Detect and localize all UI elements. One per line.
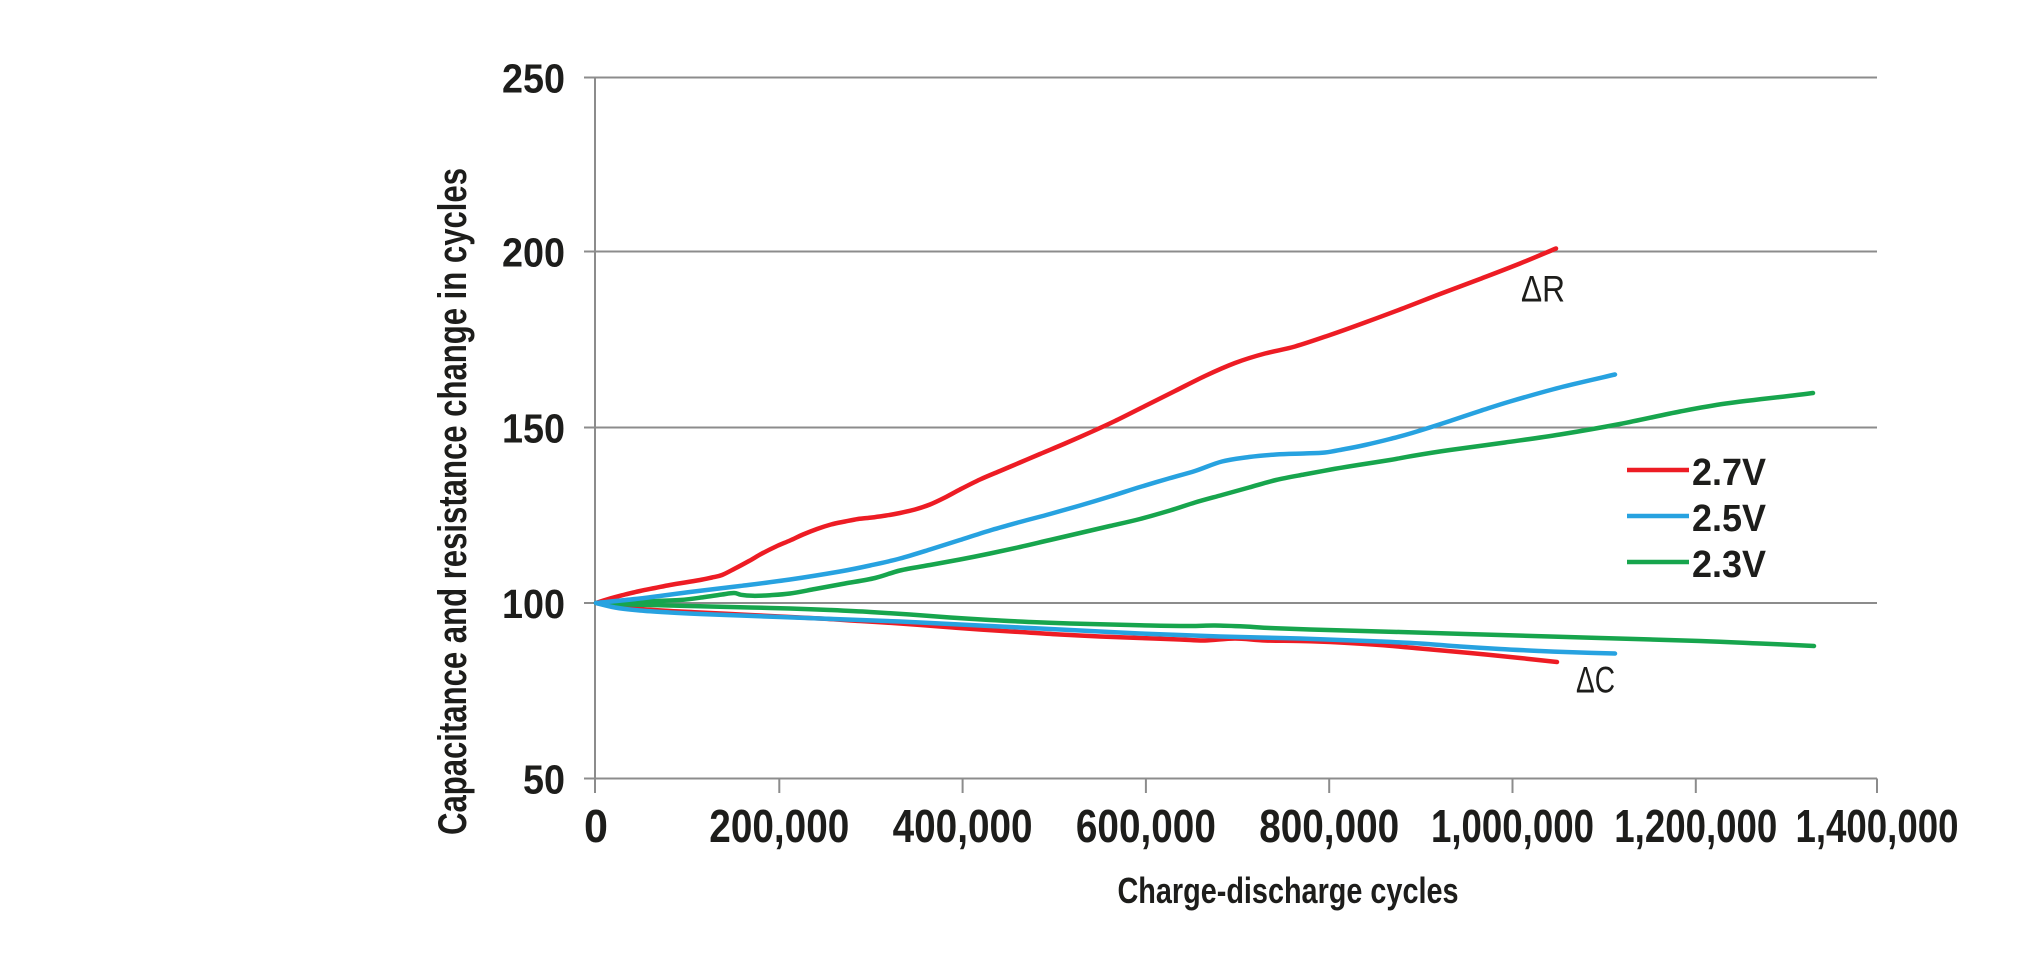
svg-text:Capacitance and resistance cha: Capacitance and resistance change in cyc… bbox=[431, 168, 475, 835]
svg-text:200: 200 bbox=[502, 230, 565, 276]
svg-text:100: 100 bbox=[502, 581, 565, 627]
svg-text:800,000: 800,000 bbox=[1259, 800, 1399, 852]
svg-text:Charge-discharge cycles: Charge-discharge cycles bbox=[1118, 870, 1459, 911]
svg-text:600,000: 600,000 bbox=[1076, 800, 1216, 852]
svg-text:2.3V: 2.3V bbox=[1692, 544, 1767, 586]
svg-text:1,000,000: 1,000,000 bbox=[1431, 800, 1594, 852]
svg-text:0: 0 bbox=[584, 800, 608, 852]
svg-text:ΔC: ΔC bbox=[1576, 660, 1615, 701]
svg-text:250: 250 bbox=[502, 56, 565, 102]
svg-text:1,400,000: 1,400,000 bbox=[1796, 800, 1959, 852]
svg-text:2.7V: 2.7V bbox=[1692, 452, 1767, 494]
svg-text:ΔR: ΔR bbox=[1521, 269, 1565, 310]
svg-text:400,000: 400,000 bbox=[893, 800, 1033, 852]
svg-text:50: 50 bbox=[523, 757, 565, 803]
svg-text:200,000: 200,000 bbox=[709, 800, 849, 852]
svg-text:2.5V: 2.5V bbox=[1692, 498, 1767, 540]
svg-text:1,200,000: 1,200,000 bbox=[1614, 800, 1777, 852]
svg-text:150: 150 bbox=[502, 406, 565, 452]
